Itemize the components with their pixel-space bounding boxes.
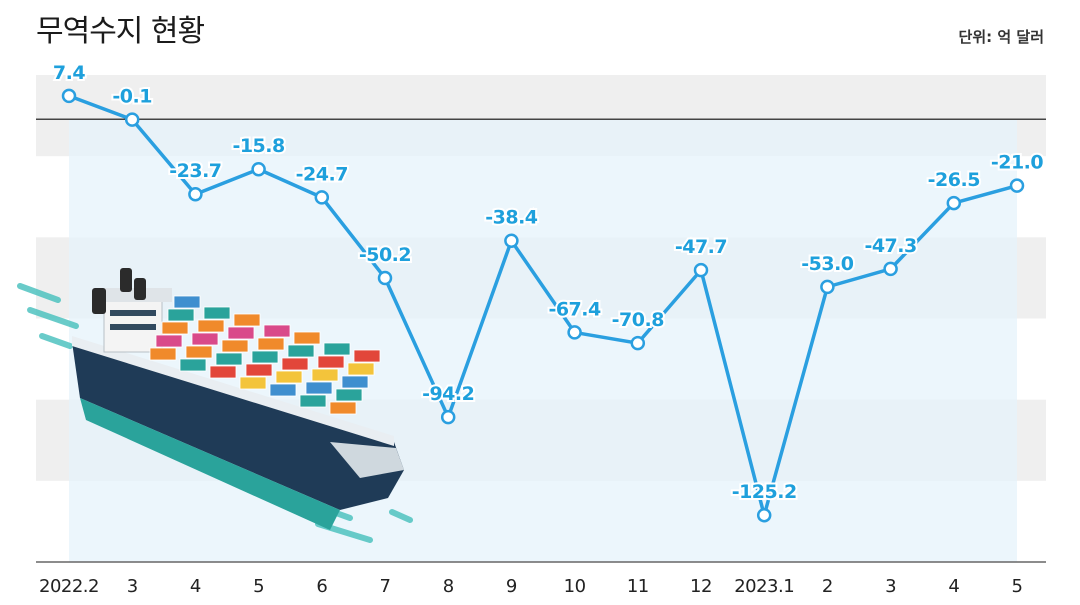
x-tick-label: 2 <box>822 576 833 597</box>
container-block <box>353 349 381 363</box>
x-tick-label: 10 <box>564 576 586 597</box>
container-block <box>293 331 321 345</box>
data-point <box>820 279 835 295</box>
container-block <box>323 342 351 356</box>
container-block <box>227 326 255 340</box>
x-tick-label: 3 <box>127 576 138 597</box>
x-tick-label: 12 <box>690 576 712 597</box>
data-label: -53.0 <box>801 253 854 275</box>
container-block <box>305 381 333 395</box>
x-tick-labels: 2022.2 3 4 5 6 7 8 9 10 11 12 2023.1 2 3 4 5 <box>39 576 1023 597</box>
data-point <box>124 112 140 127</box>
container-block <box>263 324 291 338</box>
container-block <box>179 358 207 372</box>
data-point <box>440 409 456 425</box>
data-label: -50.2 <box>359 244 411 266</box>
data-point <box>504 233 519 248</box>
data-point <box>693 262 709 278</box>
container-block <box>245 363 273 377</box>
container-block <box>233 313 261 327</box>
container-block <box>299 394 327 408</box>
data-label: -94.2 <box>422 383 474 405</box>
container-block <box>311 368 339 382</box>
container-block <box>335 388 363 402</box>
data-point <box>188 186 203 202</box>
container-block <box>173 295 201 309</box>
data-label: -67.4 <box>548 298 601 320</box>
chart-title: 무역수지 현황 <box>36 14 205 49</box>
x-tick-label: 4 <box>948 576 959 597</box>
data-point <box>61 88 77 104</box>
container-block <box>185 345 213 359</box>
data-point <box>377 270 393 286</box>
x-tick-label: 3 <box>885 576 896 597</box>
x-tick-label: 2023.1 <box>734 576 794 597</box>
container-block <box>239 376 267 390</box>
data-label: -15.8 <box>232 135 285 157</box>
container-block <box>257 337 285 351</box>
x-tick-label: 5 <box>1012 576 1023 597</box>
container-block <box>317 355 345 369</box>
data-point <box>1009 178 1025 193</box>
container-block <box>329 401 357 415</box>
data-point <box>567 325 582 340</box>
container-block <box>281 357 309 371</box>
data-point <box>314 190 330 205</box>
data-points <box>61 88 1025 523</box>
x-tick-label: 5 <box>253 576 264 597</box>
data-point <box>883 261 898 277</box>
data-label: -125.2 <box>732 481 797 503</box>
data-point <box>756 507 772 523</box>
container-block <box>203 306 231 320</box>
series-line <box>68 94 1018 517</box>
container-block <box>347 362 375 376</box>
x-tick-label: 6 <box>316 576 327 597</box>
x-tick-label: 9 <box>506 576 517 597</box>
data-label: -0.1 <box>112 86 152 108</box>
container-block <box>287 344 315 358</box>
x-tick-label: 7 <box>380 576 391 597</box>
data-point <box>251 161 266 177</box>
cargo-ship-illustration <box>17 268 413 543</box>
data-point <box>946 195 962 211</box>
data-label: -23.7 <box>169 160 221 182</box>
data-label: -47.3 <box>864 235 916 257</box>
x-tick-label: 4 <box>190 576 201 597</box>
container-block <box>155 334 183 348</box>
container-block <box>269 383 297 397</box>
data-label: -38.4 <box>485 207 538 229</box>
container-block <box>209 365 237 379</box>
container-block <box>191 332 219 346</box>
data-label: -24.7 <box>296 163 348 185</box>
data-label: -21.0 <box>991 152 1044 174</box>
x-tick-label: 8 <box>443 576 454 597</box>
container-block <box>149 347 177 361</box>
x-tick-label: 11 <box>627 576 649 597</box>
container-block <box>221 339 249 353</box>
container-block <box>215 352 243 366</box>
data-label: -47.7 <box>675 236 727 258</box>
data-label: -26.5 <box>928 169 980 191</box>
unit-label: 단위: 억 달러 <box>958 28 1044 46</box>
data-point <box>630 335 646 351</box>
data-label: 7.4 <box>53 62 85 84</box>
container-block <box>161 321 189 335</box>
container-block <box>341 375 369 389</box>
data-label: -70.8 <box>612 309 665 331</box>
container-block <box>197 319 225 333</box>
x-tick-label: 2022.2 <box>39 576 99 597</box>
container-block <box>251 350 279 364</box>
container-block <box>275 370 303 384</box>
data-labels: 7.4 -0.1 -23.7 -15.8 -24.7 -50.2 -94.2 -38.4 -67… <box>51 60 1046 505</box>
container-block <box>167 308 195 322</box>
